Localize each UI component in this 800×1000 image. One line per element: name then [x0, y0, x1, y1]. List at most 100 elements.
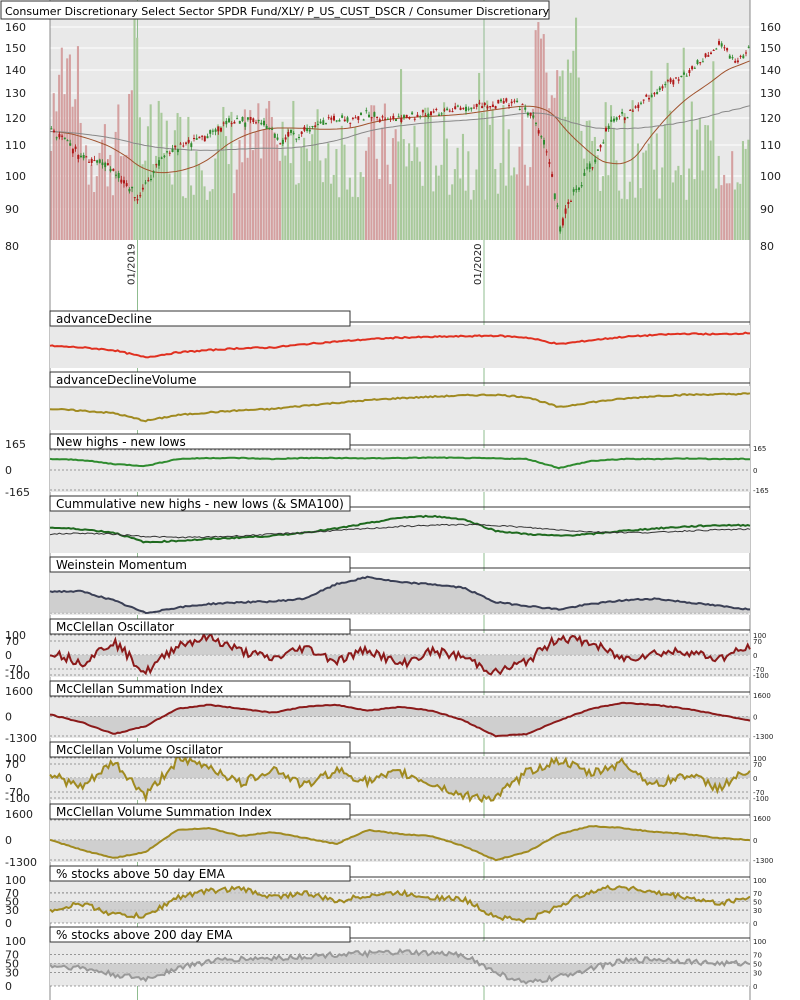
price-ytick-right: 80 [760, 240, 774, 253]
candle-body [230, 123, 233, 125]
indicator-ytick-left: 0 [5, 980, 12, 993]
candle-body [295, 138, 298, 140]
volume-bar [216, 124, 220, 240]
volume-bar [531, 108, 535, 240]
volume-bar [453, 169, 456, 240]
volume-bar [316, 109, 319, 240]
indicator-ytick-right: -165 [753, 487, 769, 495]
candle-body [408, 117, 411, 119]
sma-short-line [49, 60, 751, 174]
candle-body [545, 151, 548, 153]
price-ytick-left: 90 [5, 203, 19, 216]
volume-bar [351, 196, 354, 240]
indicator-ytick-right: 0 [753, 714, 757, 722]
volume-bar [257, 103, 260, 240]
volume-bar [461, 133, 465, 240]
volume-bar [386, 164, 389, 240]
volume-bar [623, 113, 626, 240]
volume-bar [321, 182, 325, 240]
volume-bar [327, 143, 330, 240]
volume-bar [397, 141, 400, 240]
candle-body [575, 188, 578, 190]
volume-bar [348, 177, 351, 240]
volume-bar [286, 127, 290, 240]
indicator-panel: Cummulative new highs - new lows (& SMA1… [49, 495, 751, 553]
candle-body [537, 130, 540, 134]
title-box [0, 0, 550, 20]
volume-bar [365, 150, 368, 240]
candle-body [742, 55, 745, 59]
volume-bar [303, 137, 306, 240]
volume-bar [235, 169, 238, 240]
candle-body [465, 106, 467, 112]
candle-body [308, 129, 311, 132]
volume-bar [230, 111, 233, 240]
candle-body [583, 172, 586, 176]
candle-body [699, 62, 702, 64]
indicator-plot-background [50, 510, 750, 553]
indicator-plot-background [50, 386, 750, 430]
volume-bar [82, 155, 85, 240]
volume-bar [445, 138, 448, 240]
indicator-ytick-left: -165 [5, 486, 30, 499]
indicator-ytick-right: -100 [753, 795, 769, 803]
indicator-ytick-right: 165 [753, 445, 766, 453]
candle-body [430, 111, 432, 116]
candle-body [206, 136, 209, 139]
candle-body [155, 164, 158, 166]
volume-bar [375, 158, 378, 240]
volume-bar [270, 117, 273, 240]
volume-bar [50, 150, 53, 240]
volume-bar [268, 101, 271, 240]
volume-bar [241, 162, 244, 240]
volume-bar [628, 181, 631, 240]
candle-body [508, 105, 510, 107]
volume-bar [677, 165, 680, 240]
candle-body [637, 104, 640, 108]
volume-bar [120, 156, 123, 240]
candle-body [596, 149, 599, 151]
indicator-ytick-left: 0 [5, 772, 12, 785]
candle-body [185, 142, 187, 144]
candle-body [629, 109, 632, 111]
volume-bar [459, 178, 462, 240]
candle-body [443, 109, 446, 111]
volume-bar [655, 133, 658, 240]
volume-bar [297, 183, 300, 240]
volume-bar [187, 116, 190, 240]
indicator-ytick-right: 0 [753, 983, 757, 991]
candle-body [419, 116, 422, 118]
indicator-ytick-left: 0 [5, 917, 12, 930]
volume-bar [507, 129, 510, 240]
indicator-title-box [49, 741, 351, 758]
candle-body [723, 47, 726, 49]
indicator-ytick-left: 165 [5, 438, 26, 451]
candle-body [386, 118, 389, 120]
candle-body [435, 109, 438, 110]
volume-bar [744, 148, 747, 240]
indicator-title-box [49, 310, 351, 327]
candle-body [397, 116, 400, 118]
candle-body [661, 86, 664, 89]
candle-body [381, 116, 384, 118]
volume-bar [566, 59, 570, 241]
volume-bar [715, 188, 718, 240]
volume-bar [319, 160, 322, 240]
volume-bar [101, 139, 104, 240]
volume-bar [631, 100, 634, 240]
volume-bar [556, 70, 559, 241]
indicator-panel: McClellan Volume Summation Index 1600 0 -13… [5, 803, 773, 869]
candle-body [626, 117, 629, 119]
volume-bar [106, 186, 109, 240]
candle-body [389, 118, 392, 120]
candle-body [252, 118, 255, 122]
indicator-panel: advanceDeclineVolume [49, 371, 751, 430]
volume-bar [701, 170, 704, 240]
candle-body [607, 125, 610, 129]
candle-body [209, 130, 212, 134]
indicator-ytick-left: -1300 [5, 732, 37, 745]
chart-title: Consumer Discretionary Select Sector SPD… [5, 5, 550, 18]
indicator-line [49, 514, 751, 544]
indicator-panel: % stocks above 200 day EMA10070503001007… [5, 926, 766, 993]
indicator-ytick-right: 0 [753, 920, 757, 928]
